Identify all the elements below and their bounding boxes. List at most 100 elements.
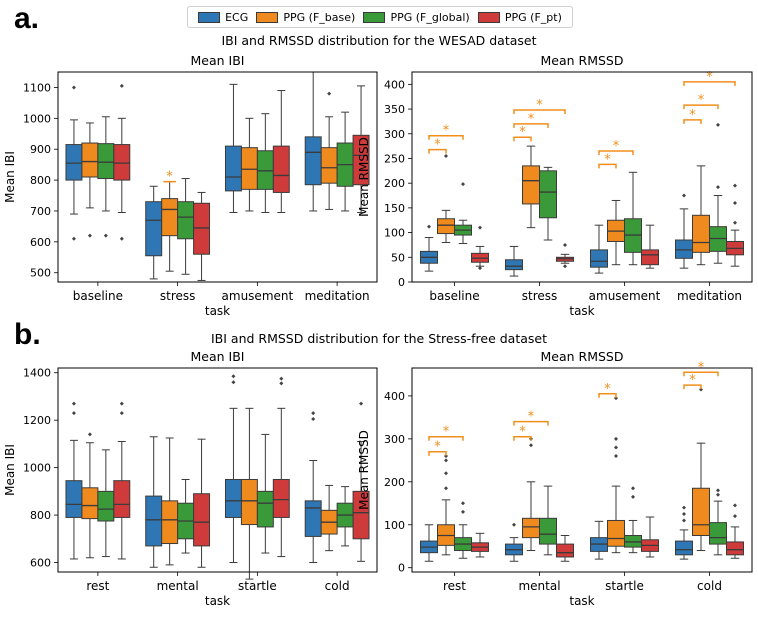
p1-ytick-label-4: 900 [30,143,51,156]
p2-sig-star-4: * [536,98,543,113]
p2-xtick-label-stress: stress [522,289,558,303]
p3-xtick-label-mental: mental [157,579,199,593]
p1-axes-frame [57,71,378,283]
p4-sig-bar-3 [513,420,549,426]
p2-ytick-label-6: 300 [384,128,405,141]
p3-ytick-label-3: 1200 [23,414,51,427]
panel-a-label: a. [14,2,40,35]
legend-item-ppg-global: PPG (F_global) [363,10,470,24]
p2-xtick-label-meditation: meditation [677,289,742,303]
p2-sig-bar-8 [683,104,719,110]
p2-stress-s0-box [505,259,523,271]
p2-ylabel: Mean RMSSD [357,137,371,217]
p2-meditation-s3-flier-2 [733,183,737,188]
p3-rest-s0-flier-1 [71,411,76,416]
panel-b-title: IBI and RMSSD distribution for the Stres… [210,331,547,346]
panel-a-title: IBI and RMSSD distribution for the WESAD… [221,33,537,48]
p2-stress-s3-flier-0 [563,242,567,247]
p2-meditation-s2-flier-0 [716,185,720,190]
p4-cold-s3-flier-0 [733,514,737,519]
p1-xtick-label-meditation: meditation [305,289,370,303]
p4-sig-star-4: * [604,382,611,397]
p2-sig-bar-2 [513,136,532,142]
p4-ytick-label-0: 0 [398,562,405,575]
p3-axes-frame [57,367,378,573]
p2-sig-star-0: * [434,138,441,153]
p2-sig-star-6: * [613,139,620,154]
p2-sig-bar-0 [428,148,447,154]
p4-sig-bar-1 [428,435,464,441]
p3-rest-s3-flier-0 [119,401,124,406]
p2-meditation-s0-box [675,239,693,259]
p1-meditation-s1-box [320,147,338,184]
p4-xtick-label-cold: cold [697,579,722,593]
p4-xtick-label-mental: mental [518,579,560,593]
legend-swatch-ecg [198,11,221,23]
legend: ECG PPG (F_base) PPG (F_global) PPG (F_p… [187,6,573,28]
p2-sig-star-2: * [519,125,526,140]
p2-ytick-label-7: 350 [384,103,405,116]
p3-rest-s1-box [81,487,99,520]
p2-sig-bar-5 [598,163,617,169]
p3-mental-s1-box [161,500,179,545]
p3-rest-s0-flier-0 [71,401,76,406]
p1-stress-s0-box [145,201,163,257]
p3-startle-s0-flier-1 [231,380,236,385]
p3-ytick-label-2: 1000 [23,462,51,475]
p2-baseline-s0-flier-0 [427,224,431,229]
p1-baseline-s3-flier-1 [119,236,124,241]
p2-title: Mean RMSSD [541,53,624,68]
p3-cold-s0-flier-0 [311,411,316,416]
p1-ytick-label-2: 700 [30,205,51,218]
p2-baseline-s1-box [437,218,455,235]
p2-xlabel: task [569,304,594,318]
p4-sig-star-5: * [689,373,696,388]
p2-sig-star-1: * [443,124,450,139]
p2-axes-frame [411,71,753,283]
p3-ylabel: Mean IBI [3,444,17,496]
p4-rest-s1-flier-1 [444,471,448,476]
p4-cold-s0-box [675,540,693,556]
p1-ytick-label-1: 600 [30,236,51,249]
p4-rest-s1-flier-0 [444,486,448,491]
p4-rest-s1-flier-2 [444,458,448,463]
p4-sig-star-2: * [519,425,526,440]
p1-baseline-s2-flier-0 [103,233,108,238]
p2-baseline-s3-flier-0 [478,225,482,230]
p3-ytick-label-0: 600 [30,557,51,570]
p4-cold-s2-flier-0 [716,492,720,497]
p1-amusement-s1-box [240,147,258,190]
p4-cold-s3-flier-1 [733,503,737,508]
p4-sig-bar-4 [598,393,617,398]
p1-stress-s3-box [193,202,211,255]
p4-cold-s0-flier-1 [682,512,686,517]
p2-meditation-s2-flier-1 [716,122,720,127]
p3-xtick-label-cold: cold [325,579,350,593]
p1-amusement-s0-box [224,145,242,192]
p3-startle-s0-box [224,478,242,518]
legend-swatch-ppg-base [256,11,279,23]
p2-meditation-s3-flier-1 [733,200,737,205]
p4-startle-s1-flier-3 [614,396,618,401]
p1-stress-s2-box [177,201,195,240]
p4-startle-s2-flier-1 [631,486,635,491]
p2-stress-s1-box [522,165,540,205]
p2-xtick-label-baseline: baseline [429,289,479,303]
p1-ytick-label-3: 800 [30,174,51,187]
p3-rest-s1-flier-0 [87,432,92,437]
p4-cold-s3-box [726,541,744,556]
p4-sig-bar-5 [683,384,702,390]
p1-sig-star-0: * [166,170,173,185]
legend-label-ppg-global: PPG (F_global) [390,10,470,24]
p2-sig-bar-9 [683,81,736,86]
p2-sig-bar-3 [513,123,549,128]
p4-cold-s1-flier-0 [699,387,703,392]
p2-baseline-s2-flier-0 [461,182,465,187]
p1-amusement-s2-box [256,150,274,190]
p3-rest-s2-box [97,490,115,522]
p4-cold-s1-box [692,487,710,536]
p1-meditation-s3-box [352,134,370,186]
panel-b-label: b. [14,318,41,351]
p4-mental-s1-box [522,517,540,539]
